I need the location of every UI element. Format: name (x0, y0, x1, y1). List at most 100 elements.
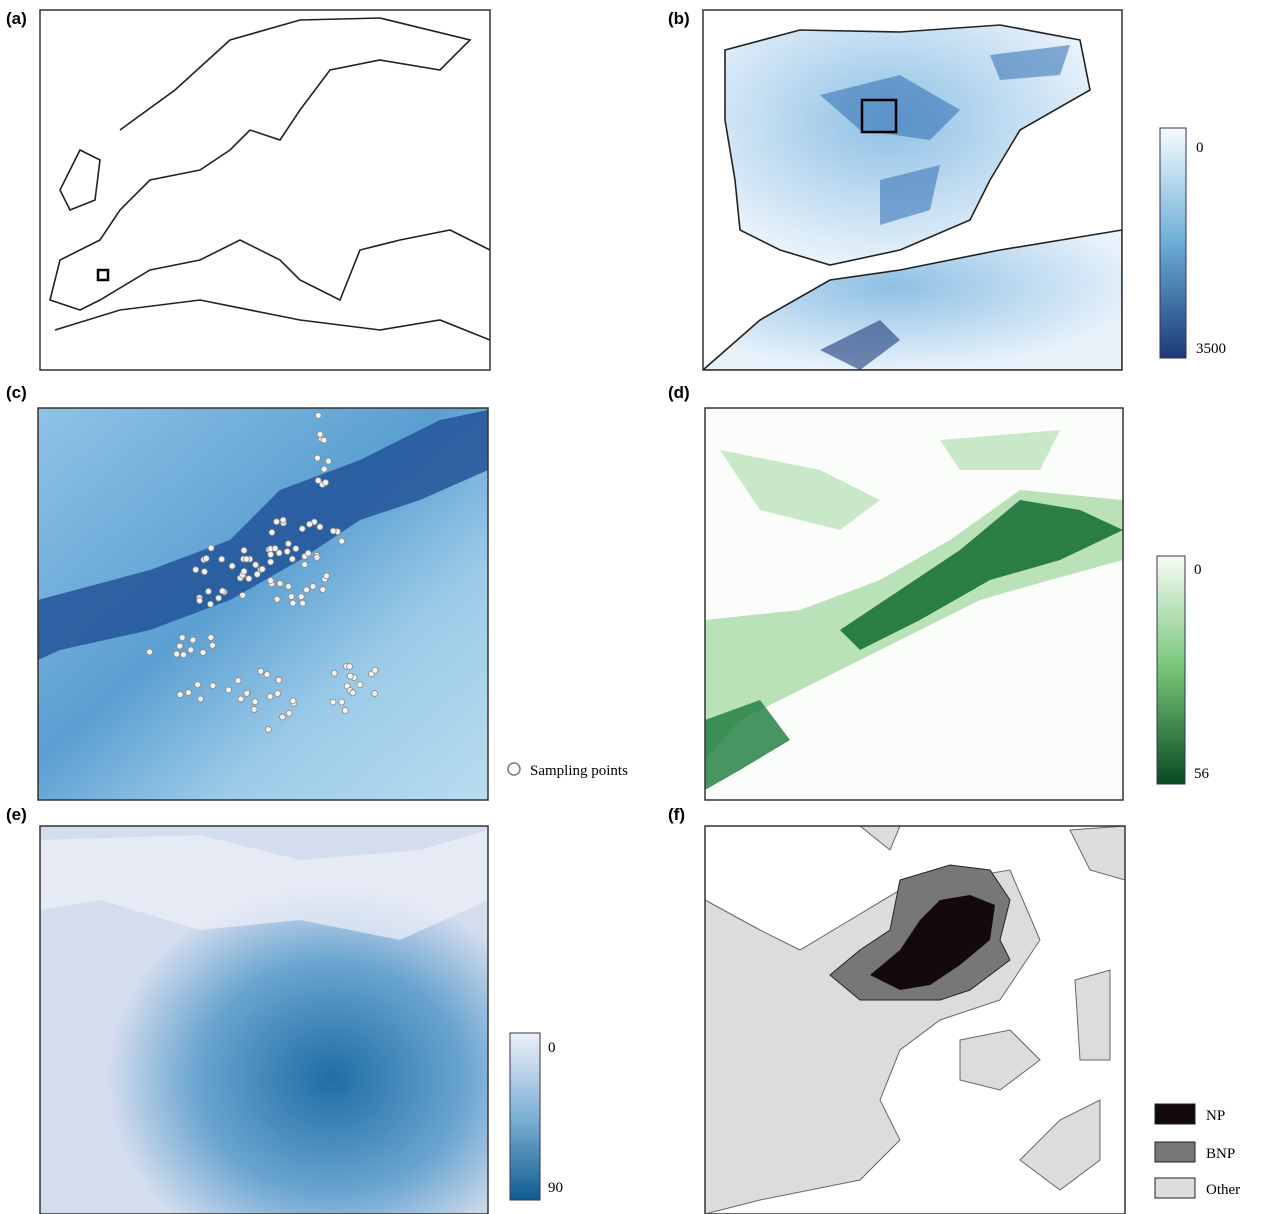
map-iberia (703, 10, 1122, 370)
map-distance (40, 826, 488, 1214)
sampling-point (216, 595, 222, 601)
panel-label: (b) (668, 9, 690, 28)
map-protected-areas (705, 826, 1125, 1214)
sampling-point (302, 561, 308, 567)
sampling-point (190, 637, 196, 643)
sampling-point (285, 541, 291, 547)
sampling-point (177, 692, 183, 698)
sampling-point (147, 649, 153, 655)
sampling-point (342, 707, 348, 713)
sampling-point (305, 550, 311, 556)
sampling-point (181, 652, 187, 658)
legend-min: 0 (1196, 140, 1204, 156)
legend-item: NP (1206, 1108, 1225, 1124)
legend-text: Sampling points (530, 763, 628, 779)
sampling-point (203, 555, 209, 561)
sampling-point (284, 548, 290, 554)
sampling-point (235, 678, 241, 684)
sampling-point (274, 519, 280, 525)
sampling-point (208, 545, 214, 551)
sampling-point (330, 528, 336, 534)
sampling-point (226, 687, 232, 693)
sampling-point (300, 600, 306, 606)
sampling-point (275, 690, 281, 696)
panel-label: (e) (6, 805, 27, 824)
legend-min: 0 (548, 1040, 556, 1056)
sampling-point (259, 566, 265, 572)
legend-item: Other (1206, 1182, 1240, 1198)
legend-symbol (508, 763, 520, 775)
sampling-point (323, 479, 329, 485)
legend-max: 3500 (1196, 341, 1226, 357)
sampling-point (241, 547, 247, 553)
sampling-point (304, 587, 310, 593)
sampling-point (280, 714, 286, 720)
figure: (a) (b) 0 3500 (c) Sampling points (d) 0… (0, 0, 1268, 1214)
sampling-point (268, 551, 274, 557)
sampling-point (276, 677, 282, 683)
sampling-point (310, 583, 316, 589)
sampling-point (253, 562, 259, 568)
sampling-point (325, 458, 331, 464)
sampling-point (179, 635, 185, 641)
legend: NP BNP Other (1155, 1104, 1240, 1198)
sampling-point (201, 569, 207, 575)
sampling-point (347, 664, 353, 670)
sampling-point (238, 696, 244, 702)
sampling-point (207, 601, 213, 607)
color-bar (510, 1033, 540, 1200)
sampling-point (285, 583, 291, 589)
sampling-point (200, 649, 206, 655)
sampling-point (268, 559, 274, 565)
sampling-point (324, 573, 330, 579)
sampling-point (210, 642, 216, 648)
sampling-point (219, 588, 225, 594)
sampling-point (288, 594, 294, 600)
sampling-point (314, 455, 320, 461)
sampling-point (299, 526, 305, 532)
sampling-point (254, 571, 260, 577)
sampling-point (339, 538, 345, 544)
legend-max: 90 (548, 1180, 563, 1196)
sampling-point (298, 594, 304, 600)
sampling-point (267, 694, 273, 700)
sampling-point (174, 651, 180, 657)
sampling-point (290, 698, 296, 704)
sampling-point (268, 578, 274, 584)
legend-max: 56 (1194, 766, 1210, 782)
sampling-point (198, 696, 204, 702)
sampling-point (317, 431, 323, 437)
sampling-point (315, 477, 321, 483)
sampling-point (188, 647, 194, 653)
sampling-point (317, 524, 323, 530)
sampling-point (264, 672, 270, 678)
sampling-point (339, 699, 345, 705)
map-elevation (38, 408, 488, 800)
sampling-point (269, 529, 275, 535)
sampling-point (372, 690, 378, 696)
sampling-point (244, 690, 250, 696)
sampling-point (357, 682, 363, 688)
sampling-point (208, 634, 214, 640)
legend-min: 0 (1194, 562, 1202, 578)
color-bar (1157, 556, 1185, 784)
legend-item: BNP (1206, 1146, 1235, 1162)
sampling-point (286, 710, 292, 716)
sampling-point (265, 726, 271, 732)
sampling-point (315, 412, 321, 418)
sampling-point (229, 563, 235, 569)
sampling-point (307, 521, 313, 527)
panel-label: (f) (668, 805, 685, 824)
sampling-point (210, 683, 216, 689)
sampling-point (347, 673, 353, 679)
sampling-point (321, 466, 327, 472)
sampling-point (246, 576, 252, 582)
sampling-point (280, 517, 286, 523)
sampling-point (205, 588, 211, 594)
map-vegetation (705, 408, 1123, 800)
panel-label: (a) (6, 9, 27, 28)
sampling-point (290, 600, 296, 606)
sampling-point (272, 545, 278, 551)
sampling-point (193, 567, 199, 573)
sampling-point (330, 699, 336, 705)
